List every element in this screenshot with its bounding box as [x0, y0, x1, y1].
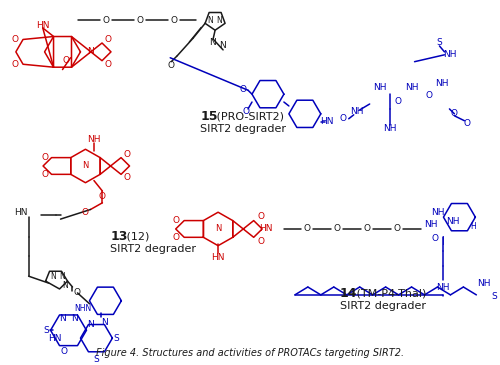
Text: O: O [394, 97, 401, 105]
Text: O: O [124, 150, 130, 159]
Text: O: O [464, 119, 471, 128]
Text: O: O [257, 212, 264, 221]
Text: NH: NH [350, 107, 364, 116]
Text: NH: NH [434, 79, 448, 88]
Text: O: O [257, 237, 264, 246]
Text: |: | [442, 236, 444, 245]
Text: N: N [216, 16, 222, 25]
Text: O: O [240, 85, 246, 94]
Text: NH: NH [373, 83, 386, 92]
Text: N: N [215, 224, 222, 234]
Text: O: O [12, 35, 18, 44]
Text: SIRT2 degrader: SIRT2 degrader [340, 301, 426, 311]
Text: O: O [41, 153, 48, 162]
Text: N: N [62, 281, 68, 289]
Text: O: O [137, 16, 144, 25]
Text: (12): (12) [124, 232, 150, 242]
Text: H: H [470, 223, 476, 231]
Text: HN: HN [36, 21, 50, 30]
Text: O: O [82, 208, 89, 217]
Text: N: N [59, 314, 66, 323]
Text: O: O [12, 60, 18, 69]
Text: S: S [436, 38, 442, 46]
Text: O: O [334, 224, 341, 234]
Text: NH: NH [383, 124, 396, 133]
Text: O: O [172, 233, 180, 242]
Text: NHN: NHN [74, 304, 91, 313]
Text: O: O [172, 216, 180, 225]
Text: NH: NH [87, 135, 101, 144]
Text: N: N [207, 16, 213, 25]
Text: O: O [62, 56, 69, 65]
Text: HN: HN [320, 117, 334, 126]
Text: HN: HN [14, 208, 28, 217]
Text: O: O [426, 91, 433, 100]
Text: NH: NH [478, 278, 491, 288]
Text: O: O [124, 173, 130, 182]
Text: HN: HN [259, 224, 272, 234]
Text: S: S [94, 355, 100, 364]
Text: Figure 4. Structures and activities of PROTACs targeting SIRT2.: Figure 4. Structures and activities of P… [96, 348, 404, 358]
Text: O: O [99, 192, 106, 201]
Text: N: N [87, 47, 94, 56]
Text: SIRT2 degrader: SIRT2 degrader [200, 124, 286, 134]
Text: HN: HN [48, 334, 62, 343]
Text: O: O [364, 224, 371, 234]
Text: O: O [432, 234, 438, 243]
Text: O: O [104, 35, 112, 43]
Text: NH: NH [442, 50, 456, 59]
Text: HN: HN [212, 253, 225, 262]
Text: NH: NH [436, 284, 450, 292]
Text: 13: 13 [110, 230, 128, 243]
Text: N: N [50, 272, 56, 281]
Text: 14: 14 [340, 287, 357, 300]
Text: N: N [82, 161, 88, 170]
Text: (PRO-SIRT2): (PRO-SIRT2) [213, 112, 284, 122]
Text: S: S [492, 292, 497, 301]
Text: NH: NH [430, 208, 444, 217]
Text: O: O [60, 347, 67, 357]
Text: N: N [208, 38, 216, 46]
Text: O: O [168, 61, 174, 70]
Text: O: O [451, 110, 458, 118]
Text: 15: 15 [200, 110, 218, 123]
Text: S: S [44, 326, 50, 335]
Text: O: O [170, 16, 177, 25]
Text: N: N [218, 42, 226, 50]
Text: NH: NH [405, 83, 418, 92]
Text: NH: NH [424, 219, 438, 228]
Text: O: O [41, 170, 48, 179]
Text: N: N [87, 320, 94, 329]
Text: O: O [104, 60, 112, 69]
Text: O: O [394, 224, 400, 234]
Text: (TM-P4-Thal): (TM-P4-Thal) [352, 289, 426, 299]
Text: SIRT2 degrader: SIRT2 degrader [110, 243, 196, 254]
Text: O: O [74, 288, 81, 297]
Text: O: O [242, 107, 250, 116]
Text: N: N [60, 272, 66, 281]
Text: S: S [114, 334, 119, 343]
Text: N: N [101, 318, 108, 327]
Text: NH: NH [446, 216, 460, 226]
Text: N: N [71, 314, 78, 323]
Text: O: O [304, 224, 311, 234]
Text: O: O [339, 114, 346, 123]
Text: O: O [103, 16, 110, 25]
